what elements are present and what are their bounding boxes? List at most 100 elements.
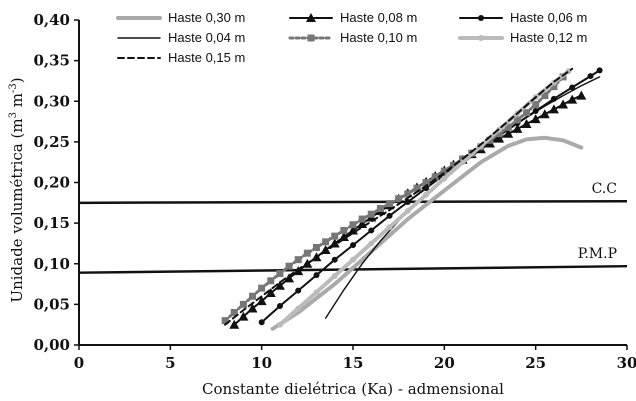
data-point-haste-0-06-m (596, 67, 603, 74)
data-point-haste-0-06-m (331, 256, 338, 263)
data-point-haste-0-08-m (265, 288, 276, 297)
series-haste-0-06-m (258, 67, 603, 326)
data-point-haste-0-10-m (532, 101, 540, 108)
reference-label-p-m-p: P.M.P (578, 246, 617, 262)
legend-item-haste-0-12-m: Haste 0,12 m (458, 30, 587, 45)
x-tick-label: 30 (617, 354, 636, 372)
data-point-haste-0-10-m (550, 83, 558, 91)
y-tick-label: 0,10 (33, 255, 70, 273)
legend-label: Haste 0,15 m (168, 50, 245, 65)
data-point-haste-0-08-m (247, 303, 258, 313)
y-axis-title-sup1: 3 (8, 112, 19, 118)
x-tick-label: 25 (525, 354, 546, 372)
data-point-haste-0-08-m (558, 99, 569, 109)
data-point-haste-0-10-m (258, 284, 266, 292)
data-point-haste-0-06-m (404, 199, 411, 205)
data-point-haste-0-10-m (276, 270, 284, 277)
data-point-haste-0-08-m (256, 296, 267, 306)
data-point-haste-0-10-m (230, 309, 238, 316)
x-tick-label: 10 (251, 354, 272, 372)
data-point-haste-0-10-m (422, 179, 430, 186)
data-point-haste-0-10-m (495, 130, 503, 138)
data-point-haste-0-10-m (322, 238, 330, 246)
data-point-haste-0-06-m (276, 303, 283, 309)
y-tick-label: 0,15 (33, 214, 70, 232)
y-tick-label: 0,30 (33, 92, 70, 110)
data-point-haste-0-10-m (504, 123, 512, 131)
data-point-haste-0-10-m (239, 300, 247, 308)
data-point-haste-0-10-m (221, 317, 229, 325)
series-haste-0-30-m (270, 135, 584, 331)
series-haste-0-10-m (221, 73, 567, 325)
data-point-haste-0-10-m (303, 249, 311, 257)
data-point-haste-0-06-m (386, 212, 393, 219)
data-point-haste-0-08-m (539, 109, 550, 119)
series-line-haste-0-30-m (270, 135, 584, 331)
data-point-haste-0-10-m (267, 277, 275, 285)
data-point-haste-0-10-m (376, 205, 384, 212)
x-tick-label: 5 (165, 354, 175, 372)
data-point-haste-0-08-m (530, 114, 541, 124)
y-axis-title-sup2: -3 (8, 83, 19, 93)
data-point-haste-0-08-m (238, 311, 249, 321)
legend-marker (478, 35, 484, 41)
data-point-haste-0-08-m (521, 119, 532, 128)
data-point-haste-0-10-m (349, 221, 357, 229)
data-point-haste-0-10-m (431, 173, 439, 181)
legend-label: Haste 0,10 m (340, 30, 417, 45)
legend-item-haste-0-30-m: Haste 0,30 m (116, 10, 245, 25)
data-point-haste-0-12-m (295, 305, 302, 312)
legend-item-haste-0-10-m: Haste 0,10 m (288, 30, 417, 45)
data-point-haste-0-10-m (312, 244, 320, 251)
data-point-haste-0-06-m (258, 319, 265, 326)
y-axis: 0,00 0,05 0,10 0,15 0,20 0,25 0,30 0,35 0,40 (33, 11, 79, 354)
series-line-haste-0-10-m (223, 75, 565, 323)
series-haste-0-15-m (224, 67, 574, 326)
data-point-haste-0-12-m (313, 289, 320, 296)
legend-item-haste-0-08-m: Haste 0,08 m (289, 10, 417, 25)
x-axis: 0 5 10 15 20 25 30 (74, 345, 636, 372)
data-point-haste-0-10-m (386, 200, 394, 208)
data-point-haste-0-10-m (358, 215, 366, 223)
y-tick-label: 0,40 (33, 11, 70, 29)
data-point-haste-0-08-m (576, 90, 587, 100)
data-point-haste-0-06-m (587, 73, 594, 80)
y-tick-label: 0,00 (33, 336, 70, 354)
y-tick-label: 0,05 (33, 295, 70, 313)
data-point-haste-0-10-m (541, 92, 549, 100)
data-point-haste-0-08-m (274, 280, 285, 290)
data-point-haste-0-12-m (441, 175, 448, 182)
data-point-haste-0-10-m (249, 292, 257, 300)
x-tick-label: 15 (343, 354, 364, 372)
data-point-haste-0-12-m (386, 224, 393, 231)
data-point-haste-0-10-m (440, 167, 448, 175)
data-point-haste-0-06-m (350, 242, 356, 249)
data-point-haste-0-08-m (338, 231, 349, 241)
data-point-haste-0-10-m (449, 161, 457, 169)
data-point-haste-0-12-m (276, 321, 283, 328)
series-line-haste-0-06-m (260, 69, 601, 324)
data-point-haste-0-08-m (284, 273, 295, 283)
data-point-haste-0-08-m (548, 104, 559, 114)
data-point-haste-0-08-m (567, 94, 578, 104)
legend: Haste 0,30 m Haste 0,08 m Haste 0,06 m Hast… (116, 10, 587, 65)
plot-frame (78, 20, 627, 346)
legend-marker (478, 15, 484, 21)
legend-label: Haste 0,12 m (510, 30, 587, 45)
data-point-haste-0-06-m (368, 227, 375, 234)
data-point-haste-0-06-m (569, 84, 576, 91)
series-layer (221, 67, 603, 331)
reference-line-c-c (78, 199, 628, 205)
x-tick-label: 20 (434, 354, 455, 372)
data-point-haste-0-10-m (413, 184, 421, 192)
legend-marker (306, 13, 316, 22)
y-tick-label: 0,25 (33, 133, 70, 151)
data-point-haste-0-08-m (512, 123, 523, 133)
y-axis-title-end: ) (8, 77, 26, 83)
y-axis-title-main: Unidade volumétrica (m (8, 118, 26, 302)
y-tick-label: 0,35 (33, 52, 70, 70)
data-point-haste-0-10-m (404, 190, 412, 198)
data-point-haste-0-10-m (395, 195, 403, 203)
legend-item-haste-0-06-m: Haste 0,06 m (459, 10, 587, 25)
